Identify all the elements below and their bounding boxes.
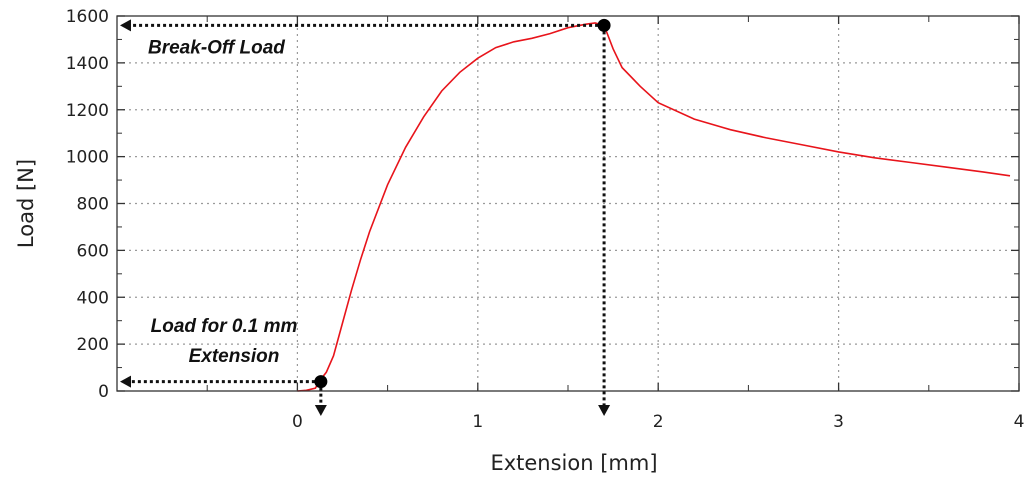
x-tick-label: 4 — [1014, 412, 1025, 432]
x-tick-label: 1 — [472, 412, 483, 432]
break-off-load-annotation: Break-Off Load — [148, 37, 285, 58]
y-tick-label: 400 — [77, 288, 109, 308]
y-tick-label: 200 — [77, 335, 109, 355]
load-for-extension-annotation-line2: Extension — [189, 346, 280, 367]
y-axis-label: Load [N] — [14, 159, 38, 248]
x-axis-label: Extension [mm] — [490, 451, 657, 475]
x-axis-ticks: 0 1 2 3 4 — [206, 16, 1025, 432]
load-01mm-arrowhead-left — [120, 375, 131, 388]
plot-frame — [116, 15, 1020, 392]
load-for-extension-annotation-line1: Load for 0.1 mm — [151, 316, 298, 337]
break-off-arrowhead-down — [598, 405, 611, 416]
break-off-arrowhead-left — [120, 19, 131, 32]
load-01mm-point-marker — [314, 375, 328, 389]
x-tick-label: 2 — [653, 412, 664, 432]
y-tick-label: 1400 — [66, 54, 109, 74]
x-tick-label: 3 — [833, 412, 844, 432]
load-01mm-arrowhead-down — [314, 405, 327, 416]
y-axis-ticks: 0 200 400 600 800 1000 1200 1400 1600 — [66, 7, 1019, 402]
grid — [117, 16, 1019, 391]
y-tick-label: 0 — [98, 382, 109, 402]
y-tick-label: 1600 — [66, 7, 109, 27]
load-curve-line — [297, 22, 1011, 392]
y-tick-label: 800 — [77, 195, 109, 215]
break-off-point-marker — [597, 18, 611, 32]
annotation-markers — [120, 18, 611, 416]
y-tick-label: 1000 — [66, 148, 109, 168]
x-tick-label: 0 — [292, 412, 303, 432]
y-tick-label: 600 — [77, 241, 109, 261]
y-tick-label: 1200 — [66, 101, 109, 121]
